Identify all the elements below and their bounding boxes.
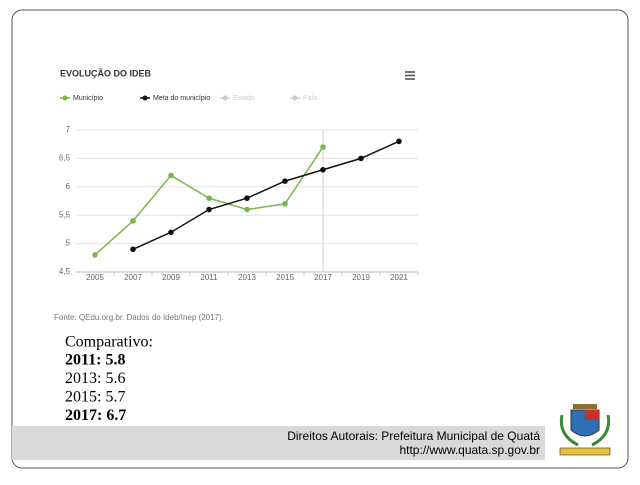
- x-tick-label: 2019: [352, 273, 370, 282]
- data-point: [282, 201, 288, 207]
- y-tick-label: 6,5: [59, 154, 71, 163]
- legend-label: Meta do município: [153, 95, 210, 102]
- comparison-item: 2017: 6.7: [65, 407, 126, 424]
- comparison-title: Comparativo:: [65, 334, 153, 351]
- data-point: [92, 252, 98, 258]
- y-tick-label: 6: [66, 182, 71, 191]
- data-point: [130, 218, 136, 224]
- legend-marker: [222, 95, 228, 101]
- data-point: [130, 246, 136, 253]
- x-tick-label: 2021: [390, 273, 408, 282]
- data-point: [168, 172, 174, 179]
- y-tick-label: 5: [66, 239, 71, 248]
- legend-marker: [292, 95, 298, 101]
- chart-title: EVOLUÇÃO DO IDEB: [60, 68, 152, 78]
- x-tick-label: 2007: [124, 273, 142, 282]
- data-point: [206, 195, 212, 201]
- x-tick-label: 2011: [200, 273, 218, 282]
- data-point: [282, 178, 288, 184]
- menu-icon[interactable]: [405, 71, 415, 80]
- data-point: [206, 206, 212, 213]
- legend-label: País: [303, 95, 318, 102]
- y-tick-label: 4,5: [59, 267, 71, 276]
- comparison-item: 2013: 5.6: [65, 370, 125, 387]
- data-point: [320, 144, 326, 150]
- footer-url[interactable]: http://www.quata.sp.gov.br: [399, 443, 540, 457]
- footer-band: [12, 426, 545, 460]
- data-point: [320, 166, 326, 173]
- data-point: [358, 155, 364, 162]
- legend-label: Estado: [233, 95, 255, 102]
- y-tick-label: 5,5: [59, 210, 71, 219]
- comparison-item: 2011: 5.8: [65, 352, 125, 369]
- x-tick-label: 2017: [314, 273, 332, 282]
- legend-label: Município: [73, 95, 103, 102]
- comparison-item: 2015: 5.7: [65, 389, 125, 406]
- source: Fonte: QEdu.org.br. Dados do Ideb/Inep (…: [54, 313, 224, 322]
- x-tick-label: 2013: [238, 273, 256, 282]
- data-point: [168, 229, 174, 236]
- data-point: [244, 206, 250, 213]
- x-tick-label: 2015: [276, 273, 294, 282]
- y-tick-label: 7: [66, 125, 71, 134]
- legend-marker: [62, 95, 68, 101]
- data-point: [396, 138, 402, 145]
- series-line: [132, 140, 400, 250]
- slide-border: [11, 9, 629, 469]
- x-tick-label: 2005: [86, 273, 104, 282]
- legend-marker: [142, 95, 148, 101]
- coat-of-arms: [559, 404, 611, 456]
- data-point: [244, 195, 250, 201]
- footer-copyright: Direitos Autorais: Prefeitura Municipal …: [287, 429, 540, 443]
- x-tick-label: 2009: [162, 273, 180, 282]
